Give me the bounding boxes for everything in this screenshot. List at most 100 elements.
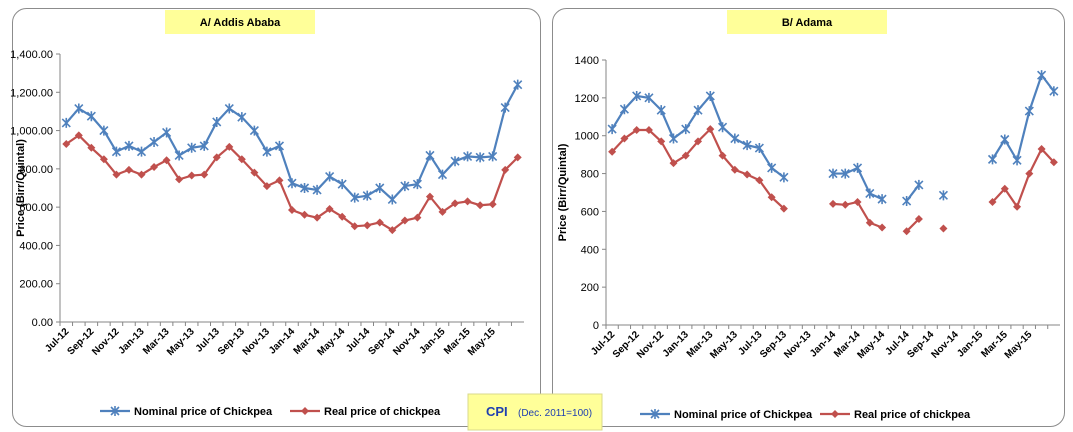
marker xyxy=(841,200,850,209)
marker xyxy=(693,105,703,116)
marker xyxy=(1024,106,1034,117)
marker xyxy=(620,134,629,143)
marker xyxy=(312,184,322,195)
marker xyxy=(300,210,309,219)
marker xyxy=(475,152,485,163)
marker xyxy=(657,137,666,146)
marker xyxy=(779,172,789,183)
marker xyxy=(313,213,322,222)
marker xyxy=(877,194,887,205)
marker xyxy=(150,162,159,171)
marker xyxy=(400,181,410,192)
marker xyxy=(275,176,284,185)
marker xyxy=(500,102,510,113)
y-tick-label: 600 xyxy=(581,206,599,218)
panel-b xyxy=(552,8,1065,427)
chart-title: B/ Adama xyxy=(782,17,833,29)
marker xyxy=(513,153,522,162)
marker xyxy=(632,90,642,101)
marker xyxy=(249,125,259,136)
marker xyxy=(425,150,435,161)
y-tick-label: 1200 xyxy=(575,93,599,105)
marker xyxy=(137,170,146,179)
marker xyxy=(237,155,246,164)
marker xyxy=(779,204,788,213)
y-tick-label: 400.00 xyxy=(19,240,53,252)
legend-label: Real price of chickpea xyxy=(324,406,441,418)
marker xyxy=(938,190,948,201)
marker xyxy=(413,213,422,222)
marker xyxy=(338,212,347,221)
marker xyxy=(668,133,679,144)
y-tick-label: 1,400.00 xyxy=(10,49,53,61)
marker xyxy=(840,168,850,179)
marker xyxy=(299,183,310,193)
marker xyxy=(350,222,359,231)
marker xyxy=(212,116,222,127)
title-box xyxy=(165,10,315,34)
marker xyxy=(1000,134,1010,145)
marker xyxy=(212,153,221,162)
marker xyxy=(362,190,372,201)
marker xyxy=(501,165,510,174)
marker xyxy=(939,224,948,233)
marker xyxy=(1000,184,1009,193)
marker xyxy=(730,133,740,144)
marker xyxy=(718,122,728,133)
marker xyxy=(754,143,764,154)
legend-marker xyxy=(650,409,660,419)
marker xyxy=(853,197,862,206)
marker xyxy=(718,151,727,160)
legend-marker xyxy=(301,407,309,415)
panel-a xyxy=(12,8,541,427)
marker xyxy=(174,150,184,161)
marker xyxy=(62,139,71,148)
y-tick-label: 200.00 xyxy=(19,279,53,291)
marker xyxy=(451,199,460,208)
marker xyxy=(656,105,666,116)
y-tick-label: 800.00 xyxy=(19,164,53,176)
marker xyxy=(755,176,764,185)
marker xyxy=(400,216,409,225)
marker xyxy=(488,151,498,162)
marker xyxy=(162,127,172,138)
marker xyxy=(74,103,84,114)
marker xyxy=(829,199,837,208)
marker xyxy=(111,146,121,157)
marker xyxy=(644,92,654,103)
marker xyxy=(450,156,460,167)
marker xyxy=(388,226,397,235)
marker xyxy=(608,147,617,156)
marker xyxy=(224,103,234,114)
y-tick-label: 1,000.00 xyxy=(10,126,53,138)
marker xyxy=(865,188,875,199)
marker xyxy=(225,142,234,151)
marker xyxy=(287,178,297,189)
marker xyxy=(902,196,912,207)
marker xyxy=(187,171,196,180)
marker xyxy=(607,124,617,135)
marker xyxy=(463,151,473,162)
marker xyxy=(706,125,715,134)
marker xyxy=(828,168,838,179)
marker xyxy=(488,200,497,209)
marker xyxy=(438,207,447,216)
chart-title: A/ Addis Ababa xyxy=(200,17,281,29)
marker xyxy=(988,197,997,206)
marker xyxy=(250,168,259,177)
marker xyxy=(288,206,296,215)
marker xyxy=(644,126,653,135)
marker xyxy=(1037,70,1047,81)
marker xyxy=(1012,155,1022,166)
marker xyxy=(375,183,385,193)
legend-label: Nominal price of Chickpea xyxy=(134,406,273,418)
y-tick-label: 200 xyxy=(581,282,599,294)
marker xyxy=(1037,144,1046,153)
marker xyxy=(187,142,197,153)
marker xyxy=(878,223,887,232)
marker xyxy=(914,215,923,223)
y-axis-label: Price (Birr/Quintal) xyxy=(15,139,27,237)
y-tick-label: 0 xyxy=(593,320,599,332)
marker xyxy=(124,140,134,151)
